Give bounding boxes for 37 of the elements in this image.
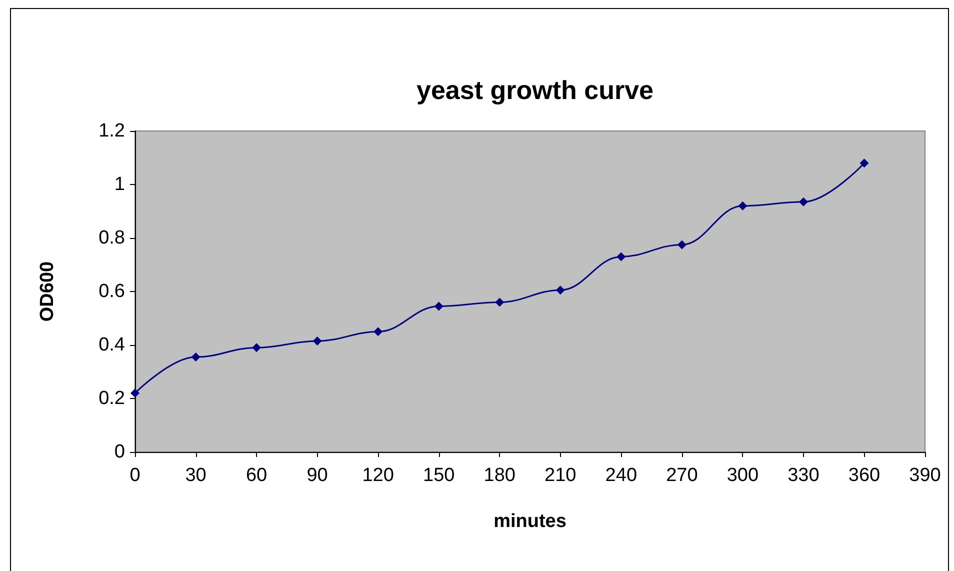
x-tick-label: 240 xyxy=(605,465,638,486)
point xyxy=(191,352,200,362)
point xyxy=(434,302,444,311)
chart-title: yeast growth curve xyxy=(416,75,654,105)
y-tick-label: 0 xyxy=(114,442,125,462)
point xyxy=(860,158,869,168)
x-axis-title: minutes xyxy=(494,511,566,532)
x-tick-label: 30 xyxy=(185,465,206,486)
x-tick-label: 90 xyxy=(306,465,328,486)
point xyxy=(738,201,748,210)
y-tick-label: 1 xyxy=(114,174,125,195)
y-tick-label: 0.8 xyxy=(98,228,125,248)
point xyxy=(616,252,626,262)
y-tick-label: 0.4 xyxy=(98,334,126,356)
point xyxy=(374,327,383,336)
x-tick-label: 210 xyxy=(544,465,576,486)
point xyxy=(798,197,808,206)
point xyxy=(495,298,504,307)
point xyxy=(130,388,140,398)
x-tick-label: 360 xyxy=(848,465,880,486)
x-tick-label: 60 xyxy=(246,465,268,486)
x-tick-label: 0 xyxy=(130,465,140,486)
point xyxy=(252,343,262,352)
x-tick-label: 300 xyxy=(726,465,759,486)
point xyxy=(556,286,565,295)
y-tick-label: 1.2 xyxy=(98,120,125,142)
y-tick-label: 0.6 xyxy=(98,281,125,302)
x-tick-label: 330 xyxy=(788,465,820,486)
x-tick-label: 270 xyxy=(666,465,698,486)
y-axis-title: OD600 xyxy=(37,261,58,322)
x-tick-label: 390 xyxy=(909,465,941,486)
x-tick-label: 180 xyxy=(484,465,516,486)
point xyxy=(677,240,686,250)
y-tick-label: 0.2 xyxy=(98,388,125,409)
x-tick-label: 120 xyxy=(362,465,394,486)
x-tick-label: 150 xyxy=(422,465,455,486)
point xyxy=(312,336,322,346)
